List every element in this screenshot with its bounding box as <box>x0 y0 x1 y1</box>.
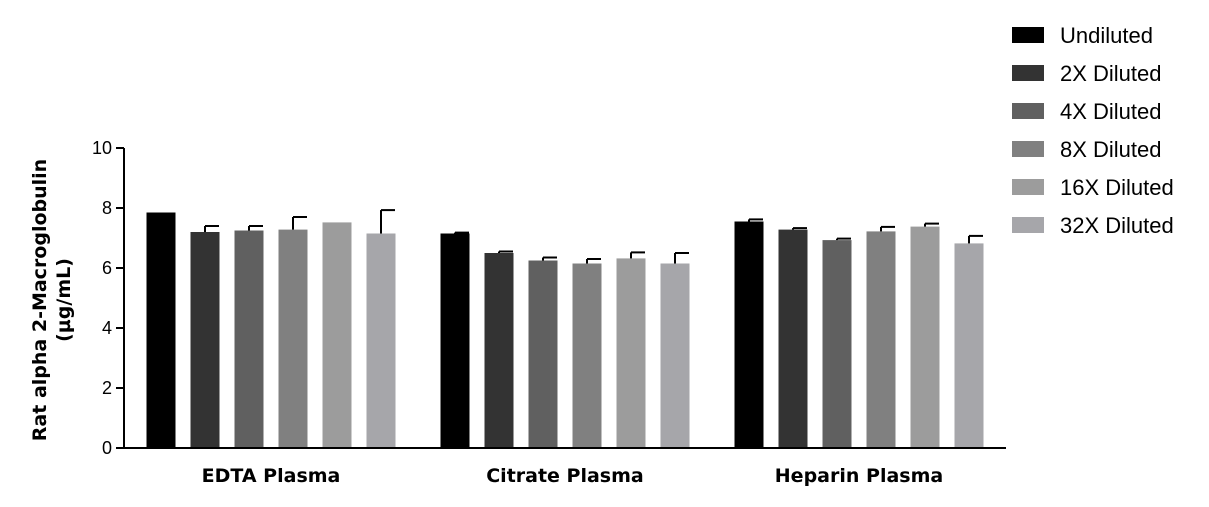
axes: 0 2 4 6 8 10 EDTA Plasma Citrate Plasma Heparin … <box>92 138 1006 487</box>
bar <box>866 231 896 448</box>
bar <box>190 232 220 448</box>
bar <box>660 263 690 448</box>
error-bars <box>204 209 983 264</box>
legend-swatch <box>1012 141 1044 157</box>
y-tick-label: 2 <box>102 378 112 398</box>
bar <box>146 212 176 448</box>
bar <box>954 243 984 448</box>
legend-label: 2X Diluted <box>1060 61 1162 86</box>
y-axis-label-line-1: Rat alpha 2-Macroglobulin <box>29 159 51 441</box>
bar <box>484 253 514 448</box>
legend-swatch <box>1012 217 1044 233</box>
bar <box>322 222 352 448</box>
y-tick-label: 8 <box>102 198 112 218</box>
bar <box>910 226 940 448</box>
bar <box>366 233 396 448</box>
bar <box>278 229 308 448</box>
category-label: EDTA Plasma <box>202 465 341 487</box>
y-axis-label-line-2: (µg/mL) <box>53 258 75 342</box>
bar <box>572 263 602 448</box>
bar <box>234 230 264 448</box>
bar <box>822 240 852 448</box>
legend-label: 8X Diluted <box>1060 137 1162 162</box>
category-label: Heparin Plasma <box>775 465 943 487</box>
bar <box>440 233 470 448</box>
legend-swatch <box>1012 179 1044 195</box>
legend: Undiluted 2X Diluted 4X Diluted 8X Diluted 1… <box>1012 23 1174 238</box>
legend-swatch <box>1012 27 1044 43</box>
bar <box>616 258 646 448</box>
category-label: Citrate Plasma <box>486 465 644 487</box>
bar <box>528 260 558 448</box>
y-tick-label: 10 <box>92 138 112 158</box>
legend-swatch <box>1012 103 1044 119</box>
legend-label: 32X Diluted <box>1060 213 1174 238</box>
legend-label: 4X Diluted <box>1060 99 1162 124</box>
legend-label: Undiluted <box>1060 23 1153 48</box>
y-tick-label: 6 <box>102 258 112 278</box>
y-axis-label: Rat alpha 2-Macroglobulin (µg/mL) <box>29 159 75 441</box>
bar <box>778 229 808 448</box>
y-tick-label: 0 <box>102 438 112 458</box>
legend-swatch <box>1012 65 1044 81</box>
legend-label: 16X Diluted <box>1060 175 1174 200</box>
bars <box>146 212 984 448</box>
y-tick-label: 4 <box>102 318 112 338</box>
bar <box>734 221 764 448</box>
